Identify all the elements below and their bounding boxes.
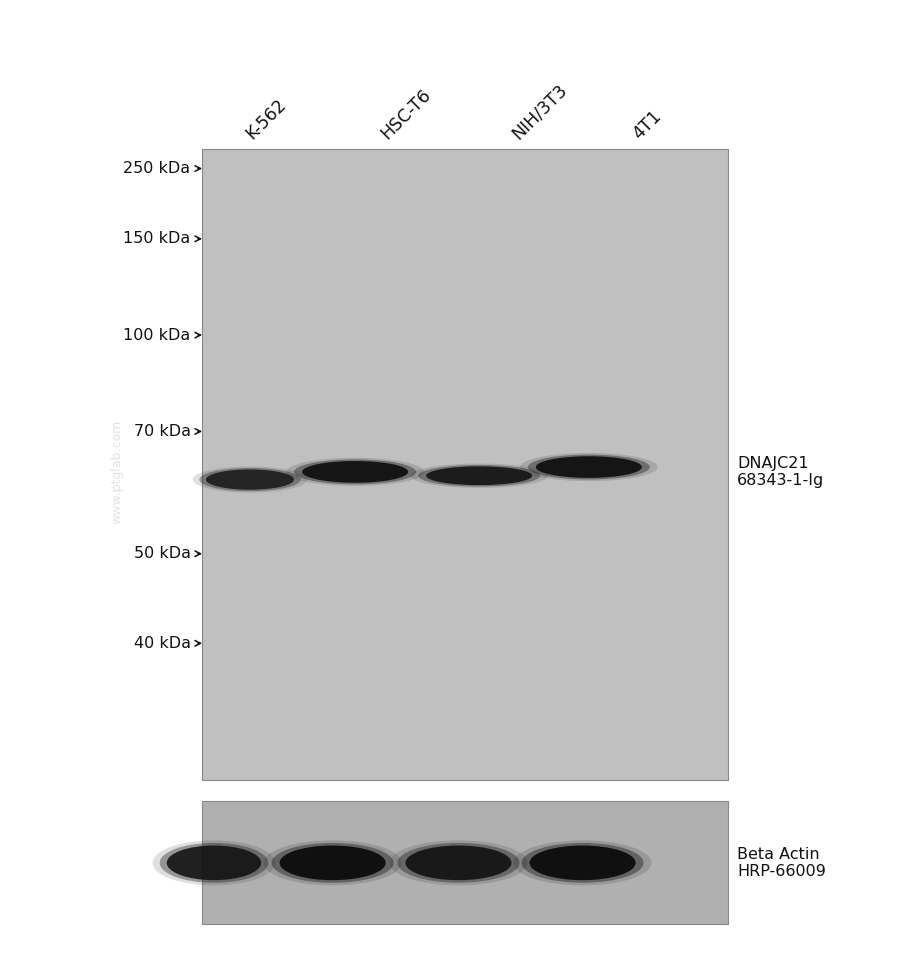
Ellipse shape <box>200 468 300 491</box>
Ellipse shape <box>405 846 512 880</box>
Ellipse shape <box>528 455 650 480</box>
Ellipse shape <box>410 463 548 488</box>
Ellipse shape <box>160 843 268 883</box>
Ellipse shape <box>513 841 652 885</box>
Ellipse shape <box>521 843 644 883</box>
Text: 250 kDa: 250 kDa <box>123 161 191 176</box>
Ellipse shape <box>397 843 520 883</box>
Ellipse shape <box>280 846 386 880</box>
Text: 4T1: 4T1 <box>629 107 665 143</box>
Text: Beta Actin
HRP-66009: Beta Actin HRP-66009 <box>737 846 826 879</box>
Ellipse shape <box>389 841 528 885</box>
Ellipse shape <box>271 843 394 883</box>
Text: DNAJC21
68343-1-Ig: DNAJC21 68343-1-Ig <box>737 455 824 488</box>
Text: 50 kDa: 50 kDa <box>134 546 191 561</box>
Bar <box>202 149 728 780</box>
Ellipse shape <box>294 459 416 484</box>
Text: HSC-T6: HSC-T6 <box>378 86 435 143</box>
Ellipse shape <box>418 465 540 486</box>
Text: NIH/3T3: NIH/3T3 <box>508 80 570 143</box>
Ellipse shape <box>302 461 408 482</box>
Ellipse shape <box>530 846 636 880</box>
Ellipse shape <box>153 841 275 885</box>
Text: 70 kDa: 70 kDa <box>134 424 191 439</box>
Ellipse shape <box>536 456 642 478</box>
Text: 100 kDa: 100 kDa <box>123 327 191 343</box>
Ellipse shape <box>206 470 294 489</box>
Bar <box>202 801 728 924</box>
Ellipse shape <box>167 846 261 880</box>
Text: 150 kDa: 150 kDa <box>123 231 191 247</box>
Text: 40 kDa: 40 kDa <box>134 636 191 651</box>
Ellipse shape <box>426 466 532 485</box>
Text: K-562: K-562 <box>243 95 290 143</box>
Ellipse shape <box>263 841 402 885</box>
Text: www.ptglab.com: www.ptglab.com <box>111 420 123 524</box>
Ellipse shape <box>192 466 307 493</box>
Ellipse shape <box>520 453 658 482</box>
Ellipse shape <box>286 457 424 486</box>
